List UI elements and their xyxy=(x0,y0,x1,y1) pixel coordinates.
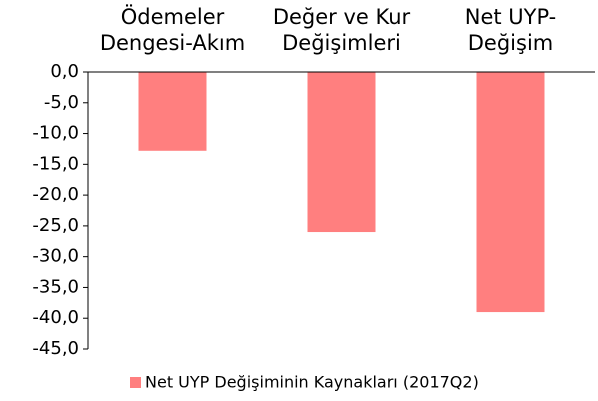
legend-swatch xyxy=(130,377,141,388)
y-tick-label: -40,0 xyxy=(32,307,79,328)
y-tick-label: -35,0 xyxy=(32,276,79,297)
y-tick-label: 0,0 xyxy=(50,61,79,82)
x-tick-label: Net UYP-Değişim xyxy=(464,5,557,55)
legend-label: Net UYP Değişiminin Kaynakları (2017Q2) xyxy=(145,373,479,392)
y-tick-label: -30,0 xyxy=(32,246,79,267)
y-tick-label: -15,0 xyxy=(32,153,79,174)
y-tick-label: -10,0 xyxy=(32,123,79,144)
y-tick-label: -25,0 xyxy=(32,215,79,236)
y-tick-label: -20,0 xyxy=(32,184,79,205)
x-tick-label: Ödemeler Dengesi-Akım xyxy=(99,5,246,55)
x-tick-label: Değer ve Kur Değişimleri xyxy=(272,5,411,55)
bar xyxy=(476,72,545,313)
bar xyxy=(138,72,207,151)
y-tick-label: -45,0 xyxy=(32,338,79,359)
y-tick-label: -5,0 xyxy=(44,92,79,113)
bar xyxy=(307,72,376,233)
